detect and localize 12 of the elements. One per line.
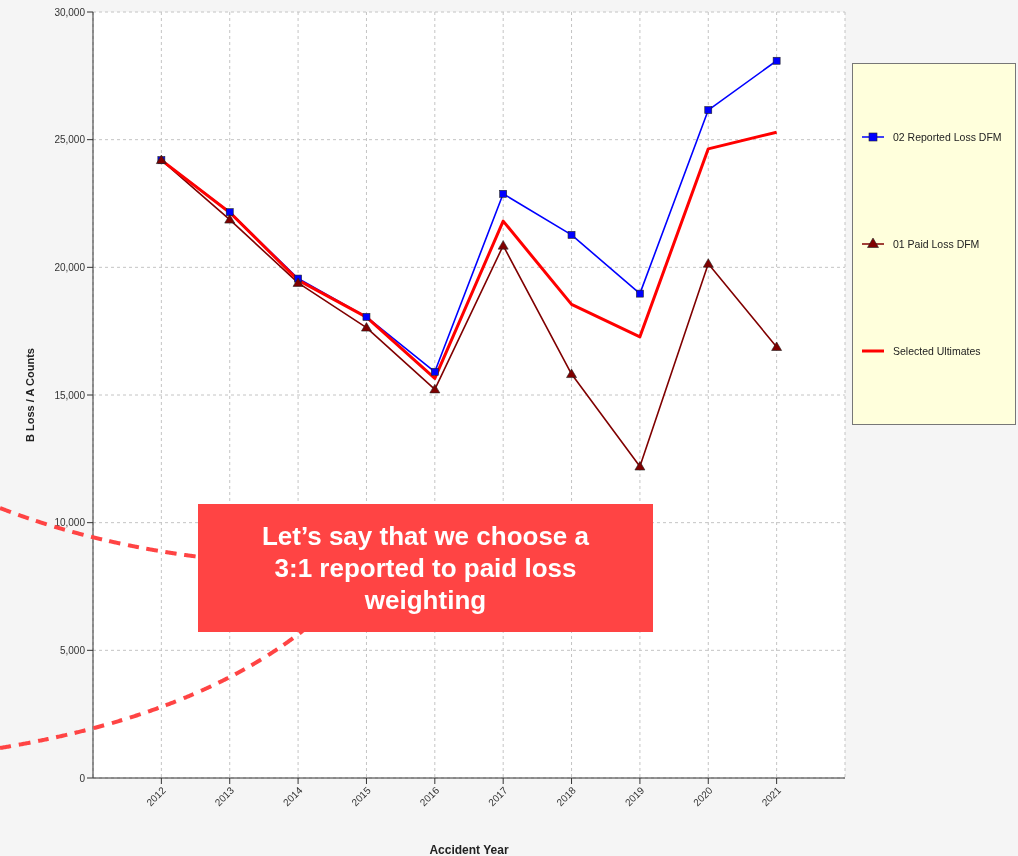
legend-label: 01 Paid Loss DFM bbox=[893, 237, 980, 250]
y-axis-title: B Loss / A Counts bbox=[23, 348, 36, 442]
y-tick-label: 25,000 bbox=[54, 134, 86, 146]
y-tick-label: 15,000 bbox=[54, 389, 86, 401]
y-tick-label: 0 bbox=[79, 772, 86, 784]
x-axis-title: Accident Year bbox=[429, 843, 509, 856]
legend-label: 02 Reported Loss DFM bbox=[893, 131, 1002, 144]
y-tick-label: 20,000 bbox=[54, 261, 86, 273]
legend-label: Selected Ultimates bbox=[893, 344, 981, 357]
y-tick-label: 10,000 bbox=[54, 517, 86, 529]
y-tick-label: 30,000 bbox=[54, 6, 86, 18]
y-tick-label: 5,000 bbox=[59, 644, 86, 656]
